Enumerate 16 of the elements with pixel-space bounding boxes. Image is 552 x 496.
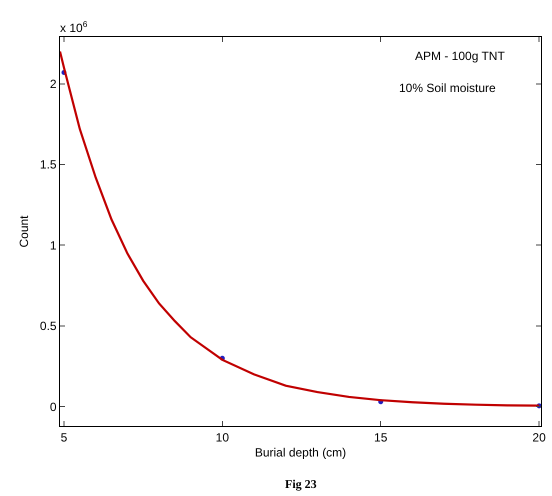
y-tick-label: 0 bbox=[50, 400, 57, 414]
y-tick-label: 0.5 bbox=[40, 319, 57, 334]
caption: Fig 23 bbox=[285, 477, 317, 491]
annotation: APM - 100g TNT bbox=[415, 49, 506, 63]
x-tick-label: 20 bbox=[532, 430, 546, 444]
annotation: 10% Soil moisture bbox=[399, 81, 496, 95]
y-tick-label: 1 bbox=[50, 238, 57, 252]
line-series bbox=[60, 50, 540, 407]
x-axis-title: Burial depth (cm) bbox=[254, 445, 346, 460]
y-tick-label: 2 bbox=[50, 77, 57, 92]
y-axis-title: Count bbox=[17, 214, 32, 248]
x-tick-label: 5 bbox=[60, 430, 68, 444]
x-tick-label: 10 bbox=[216, 430, 230, 444]
y-tick-label: 1.5 bbox=[40, 158, 57, 172]
x-tick-label: 15 bbox=[374, 430, 388, 444]
text: x 10$^{6}$ bbox=[60, 19, 88, 36]
